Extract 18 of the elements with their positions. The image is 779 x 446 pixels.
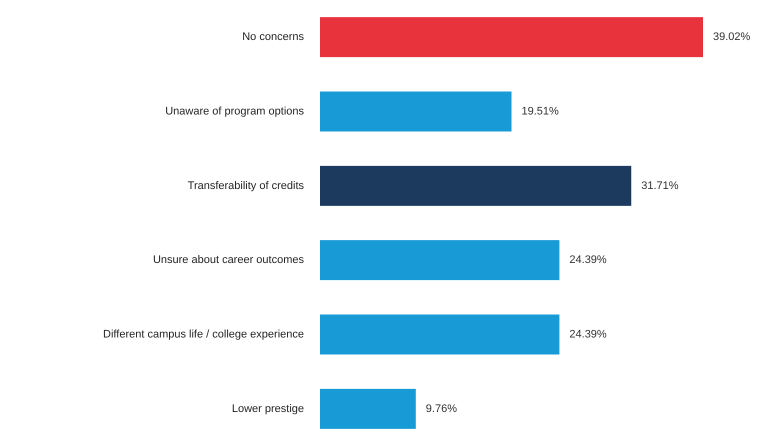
y-tick-label: Transferability of credits: [188, 180, 304, 192]
data-label: 24.39%: [569, 328, 607, 340]
y-tick-label: No concerns: [242, 31, 304, 44]
data-label: 19.51%: [522, 106, 560, 118]
data-label: 31.71%: [641, 180, 679, 192]
bar: [320, 166, 632, 206]
data-label: 24.39%: [569, 254, 607, 266]
y-tick-label: Lower prestige: [232, 402, 304, 415]
y-tick-label: Unaware of program options: [165, 106, 304, 118]
y-tick-label: Different campus life / college experience: [103, 328, 304, 340]
data-label: 39.02%: [713, 31, 751, 44]
bar: [320, 314, 560, 354]
y-tick-label: Unsure about career outcomes: [152, 254, 304, 266]
bar: [320, 388, 416, 429]
bar: [320, 92, 512, 132]
data-label: 9.76%: [426, 402, 458, 415]
bar: [320, 240, 560, 280]
bar: [320, 17, 703, 58]
